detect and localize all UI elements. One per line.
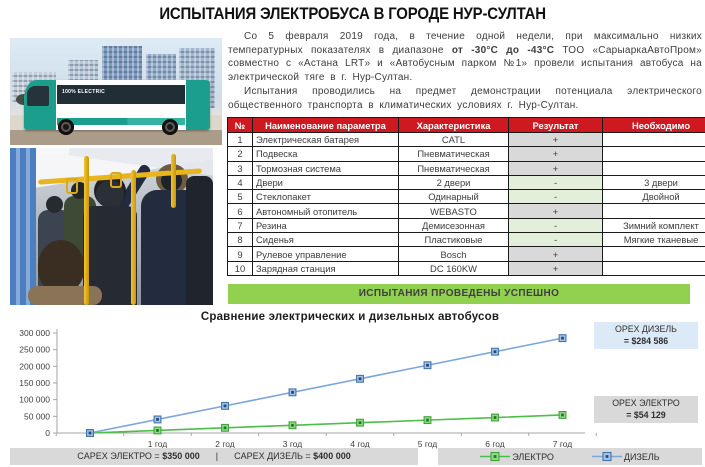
table-header-row: № Наименование параметра Характеристика … — [227, 117, 705, 133]
handrail-pole — [171, 154, 176, 208]
svg-text:200 000: 200 000 — [19, 361, 50, 371]
svg-text:100 000: 100 000 — [19, 395, 50, 405]
col-header-spec: Характеристика — [398, 117, 509, 133]
comparison-chart-svg: 0 50 000 100 000 150 000 200 000 250 000 300 0… — [19, 328, 597, 449]
hand-strap — [66, 178, 78, 194]
chart-title: Сравнение электрических и дизельных авто… — [200, 311, 500, 323]
passenger-head — [71, 182, 88, 199]
col-header-num: № — [227, 117, 253, 133]
bus-wheel — [162, 119, 178, 135]
col-header-needed: Необходимо — [602, 117, 705, 133]
opex-electro-annotation: OPEX ЭЛЕКТРО = $54 129 — [594, 396, 698, 423]
spec-table: № Наименование параметра Характеристика … — [227, 117, 705, 276]
svg-text:7 год: 7 год — [553, 439, 573, 449]
svg-text:5 год: 5 год — [418, 439, 438, 449]
table-row: 7 Резина Демисезонная - Зимний комплект — [227, 217, 705, 234]
electric-bus-illustration: 100% ELECTRIC — [24, 80, 210, 135]
intro-p1-post: ТОО «СарыаркаАвтоПром» совместно с «Аста… — [228, 44, 702, 83]
bus-windows — [57, 85, 185, 104]
legend-item: ЭЛЕКТРО — [480, 451, 554, 462]
hand-strap — [110, 172, 122, 188]
intro-text: Со 5 февраля 2019 года, в течение одной … — [228, 30, 702, 114]
legend-item: ДИЗЕЛЬ — [591, 451, 660, 462]
capex-electro-value: $350 000 — [162, 451, 200, 461]
table-row: 6 Автономный отопитель WEBASTO + — [227, 203, 705, 219]
window-curtain — [10, 148, 36, 305]
table-row: 3 Тормозная система Пневматическая + — [227, 160, 705, 176]
capex-electro-label: CAPEX ЭЛЕКТРО = — [77, 451, 163, 461]
opex-diesel-value: = $284 586 — [623, 335, 669, 346]
table-row: 10 Зарядная станция DC 160KW + — [227, 260, 705, 276]
intro-p1-temperature-range: от -30°С до -43°С — [451, 44, 555, 56]
page-title-text: ИСПЫТАНИЯ ЭЛЕКТРОБУСА В ГОРОДЕ НУР-СУЛТА… — [159, 4, 546, 23]
chart-legend: ЭЛЕКТРО ДИЗЕЛЬ — [438, 448, 702, 465]
spec-table-body: 1 Электрическая батарея CATL +2 Подвеска Пнев… — [227, 131, 705, 276]
svg-text:250 000: 250 000 — [19, 345, 50, 355]
legend-label-electro: ЭЛЕКТРО — [512, 451, 554, 462]
bus-stripe — [57, 118, 185, 125]
road — [10, 130, 222, 145]
opex-diesel-annotation: OPEX ДИЗЕЛЬ = $284 586 — [594, 322, 698, 349]
svg-text:3 год: 3 год — [283, 439, 303, 449]
intro-paragraph-2: Испытания проводились на предмет демонст… — [228, 86, 702, 111]
diesel-legend-marker-icon — [591, 451, 622, 462]
comparison-chart: Сравнение электрических и дизельных авто… — [0, 309, 705, 467]
bus-exterior-photo: 100% ELECTRIC — [10, 38, 222, 145]
table-row: 4 Двери 2 двери -3 двери — [227, 174, 705, 191]
capex-separator: | — [215, 451, 219, 461]
capex-diesel-value: $400 000 — [313, 451, 351, 461]
svg-text:6 год: 6 год — [485, 439, 505, 449]
handrail-pole — [84, 156, 89, 305]
bus-rear — [186, 80, 210, 130]
capex-diesel-label: CAPEX ДИЗЕЛЬ = — [234, 451, 314, 461]
bus-side-label: 100% ELECTRIC — [62, 89, 106, 95]
passenger-hair — [38, 240, 84, 292]
bus-wheel — [58, 119, 74, 135]
svg-text:300 000: 300 000 — [19, 328, 50, 338]
success-banner: ИСПЫТАНИЯ ПРОВЕДЕНЫ УСПЕШНО — [228, 284, 690, 304]
opex-electro-value: = $54 129 — [626, 409, 666, 420]
svg-text:0: 0 — [45, 428, 50, 438]
table-row: 5 Стеклопакет Одинарный - Двойной — [227, 189, 705, 205]
fur-collar — [28, 286, 102, 305]
col-header-parameter: Наименование параметра — [252, 117, 399, 133]
page-title: ИСПЫТАНИЯ ЭЛЕКТРОБУСА В ГОРОДЕ НУР-СУЛТА… — [0, 4, 705, 24]
svg-text:150 000: 150 000 — [19, 378, 50, 388]
passenger-head — [46, 196, 63, 213]
table-row: 9 Рулевое управление Bosch + — [227, 246, 705, 262]
svg-text:2 год: 2 год — [215, 439, 235, 449]
table-row: 8 Сиденья Пластиковые - Мягкие тканевые — [227, 232, 705, 248]
bus-interior-photo — [10, 148, 213, 305]
intro-p1-pre: Со 5 февраля 2019 года, в течение одной … — [228, 31, 702, 56]
table-row: 2 Подвеска Пневматическая + — [227, 146, 705, 162]
bus-windshield — [27, 86, 49, 106]
col-header-result: Результат — [508, 117, 603, 133]
handrail-pole — [131, 170, 136, 305]
electro-legend-marker-icon — [480, 451, 511, 462]
opex-electro-label: OPEX ЭЛЕКТРО — [612, 398, 680, 408]
svg-text:1 год: 1 год — [148, 439, 168, 449]
legend-label-diesel: ДИЗЕЛЬ — [623, 451, 660, 462]
svg-text:50 000: 50 000 — [24, 411, 50, 421]
svg-text:4 год: 4 год — [350, 439, 370, 449]
capex-footer: CAPEX ЭЛЕКТРО = $350 000 | CAPEX ДИЗЕЛЬ = … — [10, 448, 418, 465]
opex-diesel-label: OPEX ДИЗЕЛЬ — [615, 324, 677, 334]
table-row: 1 Электрическая батарея CATL + — [227, 131, 705, 148]
passenger-silhouette — [186, 176, 213, 305]
intro-paragraph-1: Со 5 февраля 2019 года, в течение одной … — [228, 30, 702, 84]
